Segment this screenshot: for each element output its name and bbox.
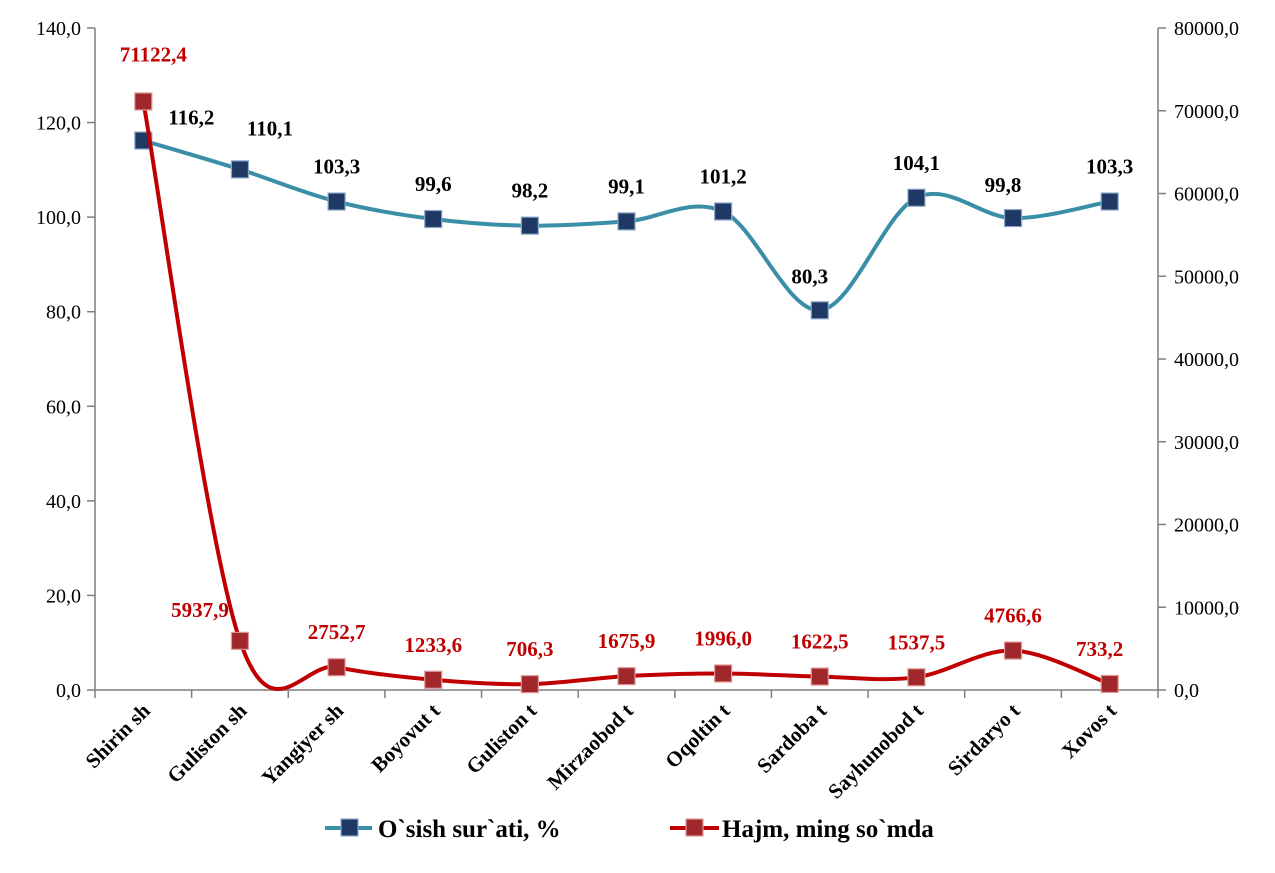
series-0-marker	[520, 216, 539, 235]
series-1-data-label: 1675,9	[598, 629, 656, 653]
series-0-data-label: 103,3	[313, 155, 360, 179]
series	[134, 92, 1119, 694]
series-1-marker	[327, 658, 346, 677]
series-0-data-label: 80,3	[791, 264, 828, 288]
series-1-marker	[810, 667, 829, 686]
series-0-marker	[424, 209, 443, 229]
right-tick-label: 70000,0	[1174, 101, 1239, 123]
legend-item-growth: O`sish sur`ati, %	[325, 816, 561, 843]
category-label: Boyovut t	[366, 699, 444, 777]
series-1-marker	[424, 670, 443, 689]
series-1-marker	[714, 664, 733, 683]
series-0-marker	[1003, 208, 1023, 228]
series-1-data-label: 706,3	[506, 637, 553, 661]
category-label: Mirzaobod t	[542, 699, 638, 795]
left-axis-ticks: 0,0 20,0 40,0 60,0 80,0 100,0 120,0 140,0	[36, 18, 95, 702]
right-tick-label: 50000,0	[1174, 266, 1239, 288]
series-1-data-label: 1622,5	[791, 630, 849, 654]
right-tick-label: 10000,0	[1174, 597, 1239, 619]
right-tick-label: 60000,0	[1174, 184, 1239, 206]
series-0-data-label: 104,1	[893, 151, 940, 175]
left-tick-label: 80,0	[46, 302, 81, 324]
series-1-data-label: 1996,0	[694, 626, 752, 650]
series-line-0	[142, 138, 1111, 313]
series-0-data-label: 110,1	[247, 116, 293, 140]
legend-label-growth: O`sish sur`ati, %	[378, 816, 561, 843]
series-1-marker	[1003, 641, 1023, 660]
series-0-marker	[907, 188, 926, 207]
series-1-marker	[134, 92, 153, 111]
left-tick-label: 40,0	[46, 491, 81, 513]
right-tick-label: 30000,0	[1174, 432, 1239, 454]
series-0-data-label: 99,6	[415, 172, 452, 196]
series-0-data-label: 103,3	[1086, 155, 1133, 179]
category-label: Oqoltin t	[660, 699, 734, 773]
legend-marker-volume	[685, 818, 704, 837]
series-1-marker	[520, 675, 539, 694]
series-0-data-label: 101,2	[700, 164, 747, 188]
series-0-marker	[714, 202, 733, 221]
category-label: Yangiyer sh	[257, 698, 349, 790]
category-label: Sayhunobod t	[823, 699, 928, 804]
series-1-marker	[230, 631, 250, 650]
legend-marker-growth	[340, 818, 359, 837]
category-labels: Shirin sh Guliston sh Yangiyer sh Boyovut t…	[81, 698, 1122, 803]
left-tick-label: 0,0	[56, 680, 81, 702]
right-tick-label: 40000,0	[1174, 349, 1239, 371]
series-1-marker	[1100, 674, 1119, 694]
series-1-data-label: 4766,6	[984, 604, 1042, 628]
legend: O`sish sur`ati, % Hajm, ming so`mda	[325, 816, 934, 843]
category-label: Guliston sh	[162, 698, 251, 787]
series-0-data-label: 98,2	[511, 179, 548, 203]
series-0-marker	[1100, 192, 1119, 211]
left-tick-label: 100,0	[36, 207, 81, 229]
series-0-data-label: 116,2	[168, 106, 214, 130]
category-label: Sirdaryo t	[943, 699, 1025, 781]
left-tick-label: 140,0	[36, 18, 81, 40]
series-0-marker	[230, 160, 250, 179]
series-0-data-label: 99,8	[985, 173, 1022, 197]
series-1-data-label: 5937,9	[171, 598, 229, 622]
series-1-data-label: 2752,7	[308, 620, 366, 644]
series-1-data-label: 733,2	[1076, 637, 1123, 661]
legend-label-volume: Hajm, ming so`mda	[722, 816, 934, 843]
category-label: Sardoba t	[752, 699, 831, 778]
right-tick-label: 0,0	[1174, 680, 1199, 702]
series-line-1	[141, 101, 1111, 692]
category-label: Xovos t	[1057, 699, 1121, 763]
category-label: Guliston t	[461, 699, 541, 779]
right-axis-ticks: 0,0 10000,0 20000,0 30000,0 40000,0 50000,0 60…	[1158, 18, 1239, 702]
right-tick-label: 20000,0	[1174, 515, 1239, 537]
series-0-marker	[617, 212, 636, 231]
series-1-marker	[617, 667, 636, 686]
series-1-data-label: 1537,5	[888, 630, 946, 654]
series-1-data-label: 71122,4	[120, 42, 188, 66]
left-tick-label: 60,0	[46, 396, 81, 418]
category-label: Shirin sh	[81, 698, 156, 773]
right-tick-label: 80000,0	[1174, 18, 1239, 40]
series-0-marker	[327, 192, 346, 211]
legend-item-volume: Hajm, ming so`mda	[670, 816, 934, 843]
left-tick-label: 120,0	[36, 113, 81, 135]
series-0-data-label: 99,1	[608, 174, 645, 198]
left-tick-label: 20,0	[46, 585, 81, 607]
series-1-data-label: 1233,6	[404, 633, 462, 657]
series-1-marker	[907, 668, 926, 687]
series-0-marker	[810, 301, 829, 320]
data-labels: 116,2 110,1 103,3 99,6 98,2 99,1 101,2 80,3 104,…	[120, 42, 1134, 661]
